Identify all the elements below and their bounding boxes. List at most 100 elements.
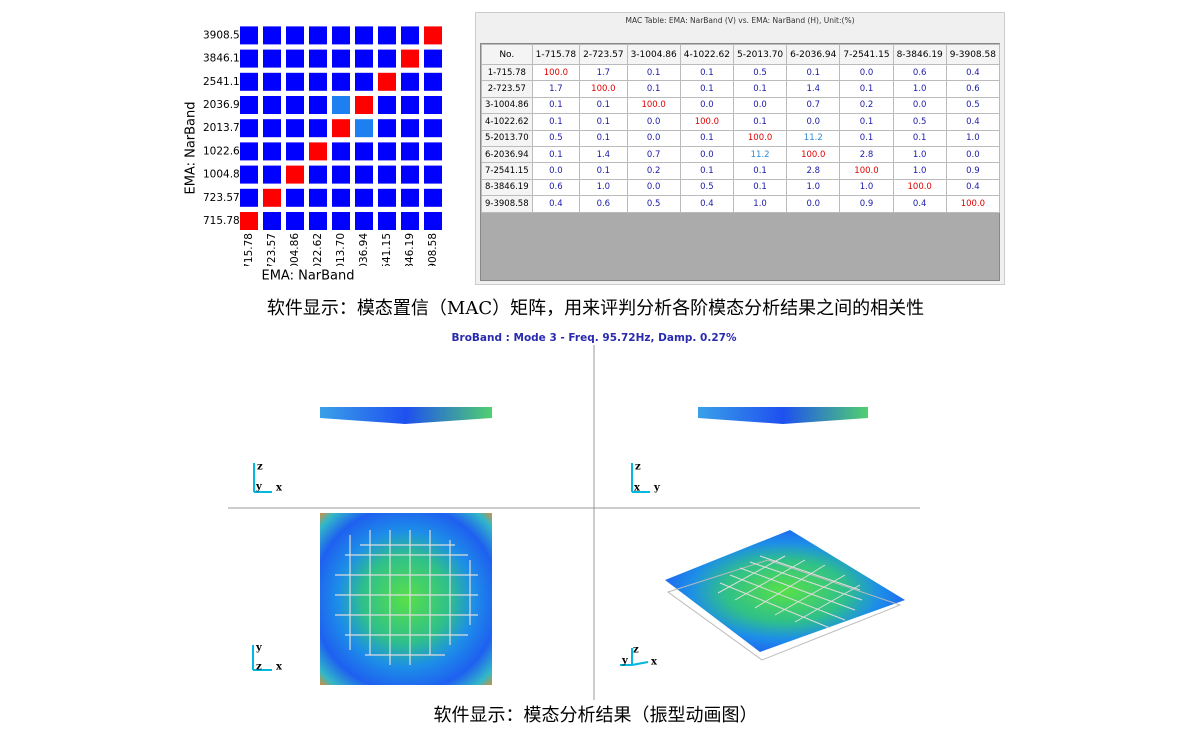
table-cell: 0.1 — [892, 129, 947, 147]
x-label-group: 715.78 — [243, 233, 255, 270]
table-cell: 0.0 — [786, 113, 841, 131]
mac-cell — [424, 72, 442, 91]
mac-cell — [401, 49, 419, 68]
table-row: 2-723.57 1.7 100.0 0.1 0.1 0.1 1.4 0.1 1.0 0.6 — [481, 80, 1000, 98]
x-tick-label: 723.57 — [266, 233, 278, 270]
table-cell: 100.0 — [732, 129, 788, 147]
mac-cell — [424, 188, 442, 207]
table-cell: 0.1 — [732, 113, 788, 131]
table-cell: 0.0 — [626, 129, 681, 147]
table-cell: 0.5 — [626, 195, 681, 213]
frame — [666, 559, 902, 661]
table-row: 4-1022.62 0.1 0.1 0.0 100.0 0.1 0.0 0.1 0.5 0.4 — [481, 113, 1000, 131]
table-cell: 8-3846.19 — [481, 178, 533, 197]
triad-label: z — [257, 462, 263, 473]
triad-label: y — [621, 656, 629, 667]
table-cell: 100.0 — [579, 80, 628, 98]
table-cell: 0.1 — [732, 178, 788, 197]
table-cell: 100.0 — [531, 63, 581, 82]
table-cell: 0.4 — [945, 113, 1000, 131]
table-cell: 1.0 — [892, 80, 947, 98]
mac-cell — [401, 142, 419, 161]
mac-cell — [309, 96, 327, 114]
table-cell: 100.0 — [892, 178, 947, 197]
mac-cell — [263, 119, 281, 138]
plate-iso-view — [665, 530, 905, 652]
mac-cell — [286, 72, 304, 91]
x-label-group: 2036.94 — [358, 233, 370, 266]
table-cell: 100.0 — [839, 162, 894, 180]
triad-label: z — [635, 462, 641, 473]
mac-cell — [424, 49, 442, 68]
mac-cell — [401, 26, 419, 45]
caption: 软件显示：模态置信（MAC）矩阵，用来评判分析各阶模态分析结果之间的相关性 — [266, 298, 925, 319]
mac-cell — [332, 26, 350, 45]
table-cell: 100.0 — [626, 96, 681, 115]
table-cell: 0.1 — [626, 80, 681, 98]
table-cell: 0.1 — [579, 129, 628, 147]
mac-cell — [309, 188, 327, 207]
y-tick-label: 2541.15 — [203, 76, 246, 88]
mac-cell — [424, 142, 442, 161]
mac-cell — [309, 142, 327, 161]
triad-axis — [631, 661, 649, 666]
table-cell: 0.1 — [531, 96, 581, 115]
table-cell: 1.4 — [786, 80, 841, 98]
triad-label: z — [256, 662, 262, 673]
mac-cell — [378, 72, 396, 91]
table-cell: 0.1 — [679, 162, 734, 180]
mac-cell — [309, 72, 327, 91]
table-cell: 0.4 — [531, 195, 581, 213]
mac-cell — [378, 49, 396, 68]
x-label-group: 1004.86 — [289, 233, 301, 266]
table-cell: 0.1 — [679, 129, 734, 147]
mac-cell — [378, 119, 396, 138]
table-cell: 0.0 — [839, 63, 894, 82]
mac-cell — [309, 26, 327, 45]
mac-cell — [355, 142, 373, 161]
table-cell: 0.0 — [531, 162, 581, 180]
x-axis-title: EMA: NarBand — [261, 269, 354, 284]
table-cell: 1.0 — [945, 129, 1000, 147]
mac-cell — [309, 49, 327, 68]
table-cell: 7-2541.15 — [481, 162, 533, 180]
y-tick-label: 3908.58 — [203, 29, 246, 41]
x-label-group: 3846.19 — [404, 233, 416, 266]
table-cell: 0.2 — [626, 162, 681, 180]
table-cell: 0.4 — [945, 63, 1000, 82]
mac-cell — [424, 119, 442, 138]
mac-cell — [263, 212, 281, 230]
table-cell: 5-2013.70 — [732, 44, 788, 65]
mac-cell — [401, 165, 419, 184]
mac-cell — [263, 26, 281, 45]
triad-label: x — [276, 483, 283, 494]
mac-cell — [286, 26, 304, 45]
mac-cell — [286, 49, 304, 68]
mac-cell — [263, 142, 281, 161]
x-tick-label: 715.78 — [243, 233, 255, 270]
table-cell: 2-723.57 — [481, 80, 533, 98]
mac-cell — [286, 212, 304, 230]
table-cell: 1-715.78 — [481, 63, 533, 82]
mac-cell — [355, 26, 373, 45]
mac-cell — [401, 72, 419, 91]
table-cell: 1.4 — [579, 145, 628, 164]
mac-cell — [401, 96, 419, 114]
mac-table-panel: MAC Table: EMA: NarBand (V) vs. EMA: Nar… — [475, 12, 1005, 285]
mac-cell — [332, 212, 350, 230]
mac-cell — [355, 49, 373, 68]
mac-cell — [378, 26, 396, 45]
table-cell: 100.0 — [786, 145, 841, 164]
table-cell: 0.1 — [679, 63, 734, 82]
x-label-group: 723.57 — [266, 233, 278, 270]
x-label-group: 3908.58 — [427, 233, 439, 266]
table-cell: 0.1 — [839, 80, 894, 98]
table-cell: 3-1004.86 — [481, 96, 533, 115]
table-cell: 0.6 — [579, 195, 628, 213]
mac-cell — [378, 165, 396, 184]
y-axis-title: EMA: NarBand — [184, 101, 199, 194]
table-cell: 2.8 — [839, 145, 894, 164]
table-cell: 0.4 — [892, 195, 947, 213]
table-cell: 0.1 — [579, 96, 628, 115]
